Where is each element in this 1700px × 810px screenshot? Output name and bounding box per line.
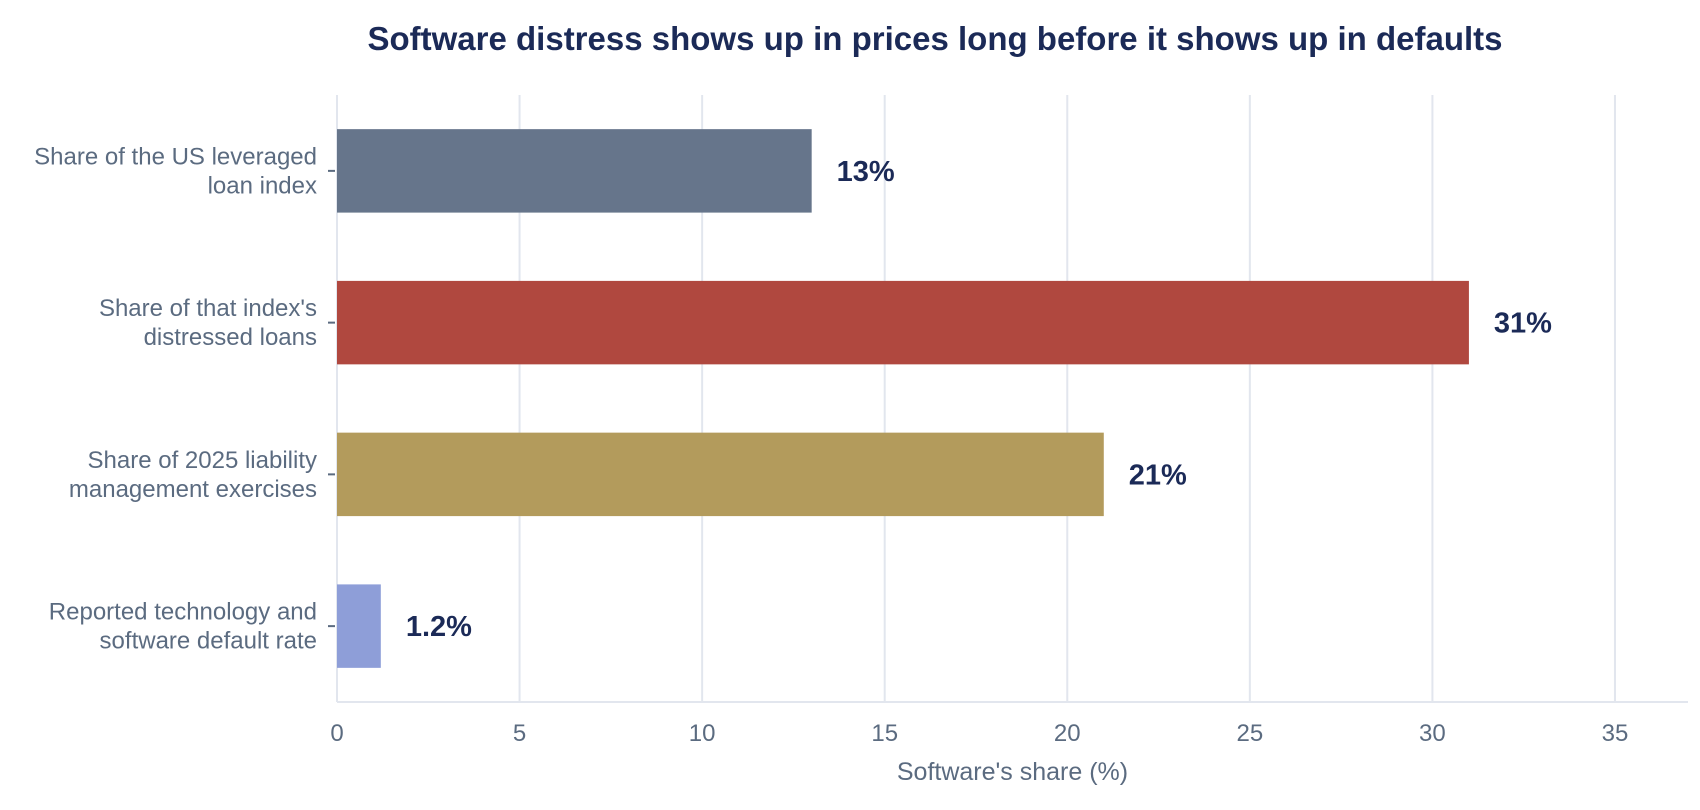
x-tick-label: 30 <box>1419 720 1446 747</box>
category-label: Reported technology and <box>49 599 317 626</box>
bar-value-label: 1.2% <box>406 611 472 643</box>
chart-title: Software distress shows up in prices lon… <box>367 20 1502 57</box>
x-tick-label: 35 <box>1602 720 1629 747</box>
category-label: Share of the US leveraged <box>34 143 317 170</box>
bar <box>337 280 1469 365</box>
bar <box>337 129 812 213</box>
x-tick-label: 25 <box>1236 720 1263 747</box>
x-axis-title: Software's share (%) <box>897 758 1128 786</box>
category-label: software default rate <box>100 628 317 655</box>
bar-value-label: 21% <box>1129 459 1187 491</box>
bar-value-label: 31% <box>1494 308 1552 340</box>
bar <box>337 432 1104 517</box>
bars <box>337 129 1469 668</box>
bar-value-label: 13% <box>837 156 895 188</box>
x-tick-label: 0 <box>330 720 343 747</box>
x-tick-label: 15 <box>871 720 898 747</box>
x-tick-label: 5 <box>513 720 526 747</box>
x-tick-label: 10 <box>689 720 716 747</box>
category-label: Share of that index's <box>99 295 317 322</box>
category-label: distressed loans <box>144 324 317 351</box>
category-label: loan index <box>208 172 317 199</box>
data-labels: 13% 31% 21% 1.2% <box>406 156 1552 643</box>
x-axis-ticks: 0 5 10 15 20 25 30 35 <box>330 720 1628 747</box>
category-label: management exercises <box>69 476 317 503</box>
x-tick-label: 20 <box>1054 720 1081 747</box>
bar <box>337 584 381 668</box>
category-label: Share of 2025 liability <box>88 447 317 474</box>
